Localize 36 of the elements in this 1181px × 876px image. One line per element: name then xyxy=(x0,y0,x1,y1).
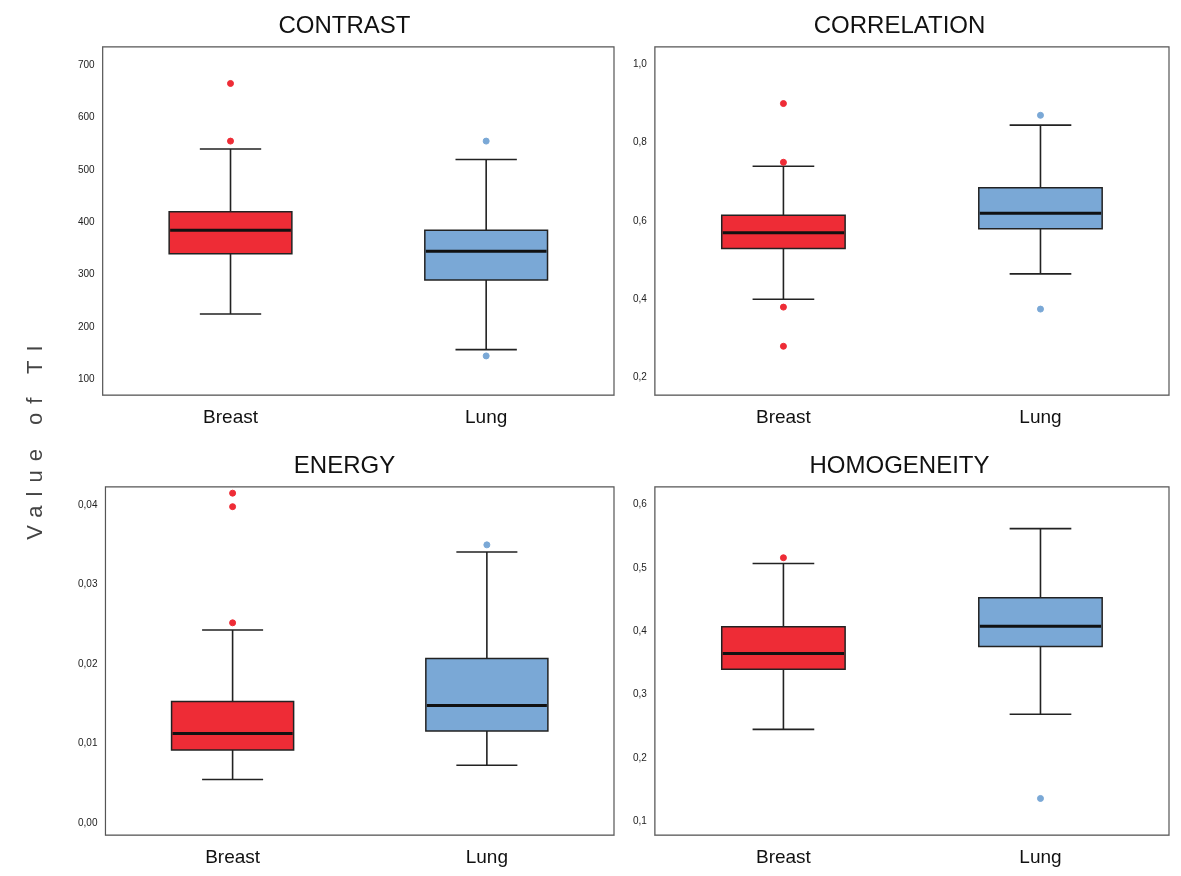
y-tick-label: 0,04 xyxy=(77,498,98,510)
y-tick-label: 0,8 xyxy=(633,136,648,148)
x-tick-label: Lung xyxy=(1019,845,1062,867)
y-tick-label: 0,4 xyxy=(633,624,648,636)
x-tick-label: Lung xyxy=(465,845,509,867)
x-tick-label: Breast xyxy=(755,405,812,427)
chart-title: ENERGY xyxy=(293,451,396,479)
y-tick-label: 400 xyxy=(78,216,96,228)
y-tick-label: 0,01 xyxy=(77,737,98,749)
y-tick-label: 100 xyxy=(78,373,96,385)
chart-title: CORRELATION xyxy=(813,11,986,39)
y-tick-label: 500 xyxy=(78,163,96,175)
y-tick-label: 0,00 xyxy=(77,817,98,829)
y-tick-label: 0,1 xyxy=(633,815,648,827)
y-axis-title: Value of TI xyxy=(22,336,48,540)
y-tick-label: 0,2 xyxy=(633,371,648,383)
chart-title: CONTRAST xyxy=(278,11,411,39)
x-tick-label: Lung xyxy=(465,405,508,427)
y-tick-label: 200 xyxy=(78,320,96,332)
x-tick-label: Lung xyxy=(1019,405,1062,427)
y-tick-label: 0,3 xyxy=(633,688,648,700)
y-tick-label: 1,0 xyxy=(633,58,648,70)
y-tick-label: 0,03 xyxy=(77,578,98,590)
x-tick-label: Breast xyxy=(205,845,261,867)
y-tick-label: 0,6 xyxy=(633,498,648,510)
y-tick-label: 0,6 xyxy=(633,214,648,226)
y-tick-label: 0,5 xyxy=(633,561,648,573)
chart-title: HOMOGENEITY xyxy=(809,451,990,479)
x-tick-label: Breast xyxy=(755,845,812,867)
y-tick-label: 0,02 xyxy=(77,657,98,669)
y-tick-label: 600 xyxy=(78,111,96,123)
y-tick-label: 300 xyxy=(78,268,96,280)
y-tick-label: 0,2 xyxy=(633,751,648,763)
y-tick-label: 0,4 xyxy=(633,293,648,305)
y-tick-label: 700 xyxy=(78,58,96,70)
x-tick-label: Breast xyxy=(203,405,259,427)
